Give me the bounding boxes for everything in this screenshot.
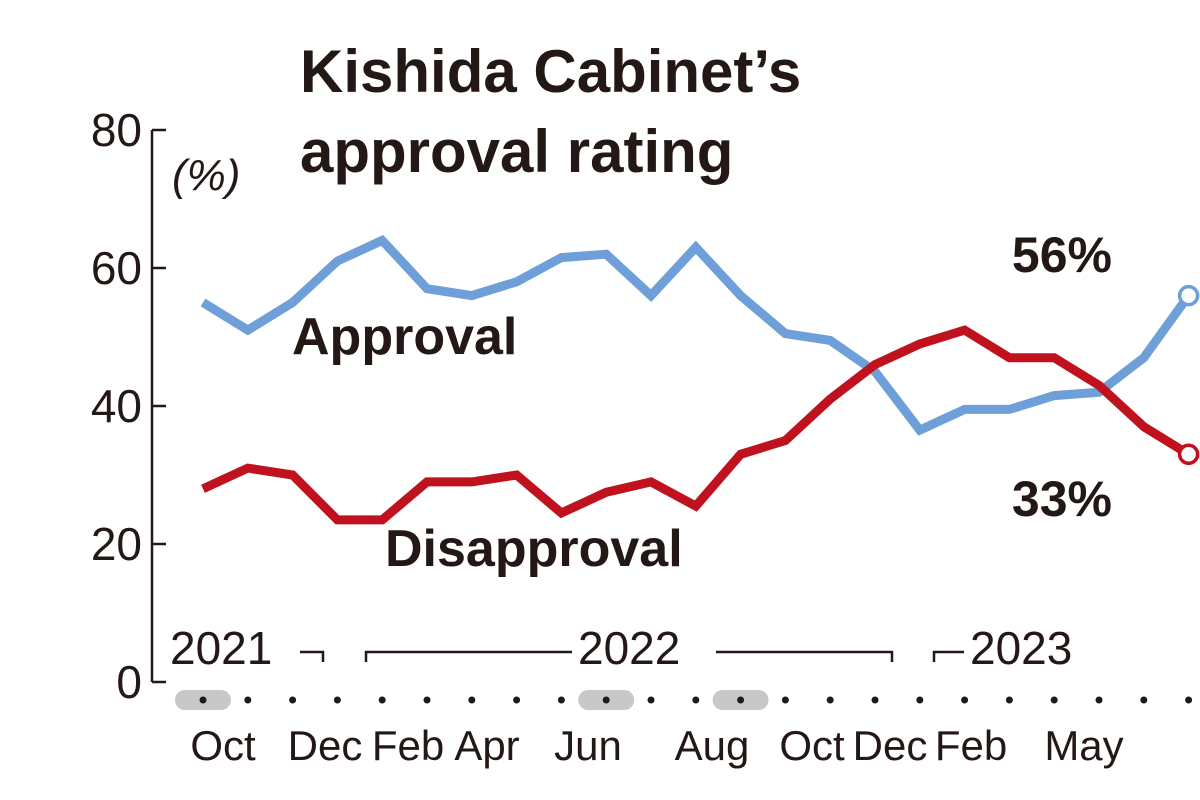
month-label: Oct: [779, 722, 845, 769]
month-dot: [244, 696, 252, 704]
y-tick-label: 20: [91, 518, 142, 570]
month-dot: [1050, 696, 1058, 704]
month-dot: [468, 696, 476, 704]
month-dot: [692, 696, 700, 704]
end-label-approval: 56%: [1012, 227, 1112, 283]
month-dot: [737, 696, 745, 704]
month-dot: [199, 696, 207, 704]
year-bracket-2022-left: [364, 650, 572, 662]
y-unit-label: (%): [172, 151, 240, 200]
month-dot: [423, 696, 431, 704]
year-label-2023: 2023: [970, 622, 1072, 674]
month-dot: [1005, 696, 1013, 704]
month-label: Oct: [190, 722, 256, 769]
month-dot: [378, 696, 386, 704]
month-label: Jun: [554, 722, 622, 769]
year-bracket-2023: [932, 650, 964, 662]
month-dot: [557, 696, 565, 704]
chart-title-line-1: Kishida Cabinet’s: [300, 38, 801, 105]
chart-title-line-2: approval rating: [300, 118, 733, 185]
y-axis: 0 20 40 60 80: [91, 104, 166, 708]
month-label: Apr: [454, 722, 519, 769]
month-dot: [961, 696, 969, 704]
month-dot: [333, 696, 341, 704]
month-dot: [513, 696, 521, 704]
month-dot: [1185, 696, 1193, 704]
y-tick-label: 60: [91, 242, 142, 294]
month-dot: [1140, 696, 1148, 704]
month-dot: [781, 696, 789, 704]
year-bracket-2021: [300, 650, 325, 662]
month-dot: [826, 696, 834, 704]
month-dot: [289, 696, 297, 704]
series-line-approval: [200, 234, 1193, 436]
year-label-2021: 2021: [170, 622, 272, 674]
month-dot: [871, 696, 879, 704]
series-end-point-disapproval: [1177, 443, 1200, 466]
end-label-disapproval: 33%: [1012, 471, 1112, 527]
month-label: Feb: [372, 722, 444, 769]
month-label: Dec: [853, 722, 928, 769]
series-line-disapproval: [201, 325, 1191, 525]
month-dot: [647, 696, 655, 704]
series-layer: [200, 234, 1200, 525]
month-dot: [1095, 696, 1103, 704]
year-bracket-2022-right: [716, 650, 894, 662]
month-axis: Oct Dec Feb Apr Jun Aug Oct Dec Feb May: [175, 690, 1193, 769]
series-label-disapproval: Disapproval: [385, 520, 683, 578]
month-label: Dec: [288, 722, 363, 769]
month-label: Feb: [935, 722, 1007, 769]
y-tick-label: 40: [91, 380, 142, 432]
year-label-2022: 2022: [578, 622, 680, 674]
month-label: Aug: [675, 722, 750, 769]
series-label-approval: Approval: [292, 308, 517, 366]
y-tick-label: 80: [91, 104, 142, 156]
y-tick-label: 0: [116, 656, 142, 708]
series-end-point-approval: [1177, 284, 1200, 307]
month-dot: [602, 696, 610, 704]
month-label: May: [1044, 722, 1123, 769]
year-axis: 2021 2022 2023: [170, 622, 1072, 674]
month-dot: [916, 696, 924, 704]
